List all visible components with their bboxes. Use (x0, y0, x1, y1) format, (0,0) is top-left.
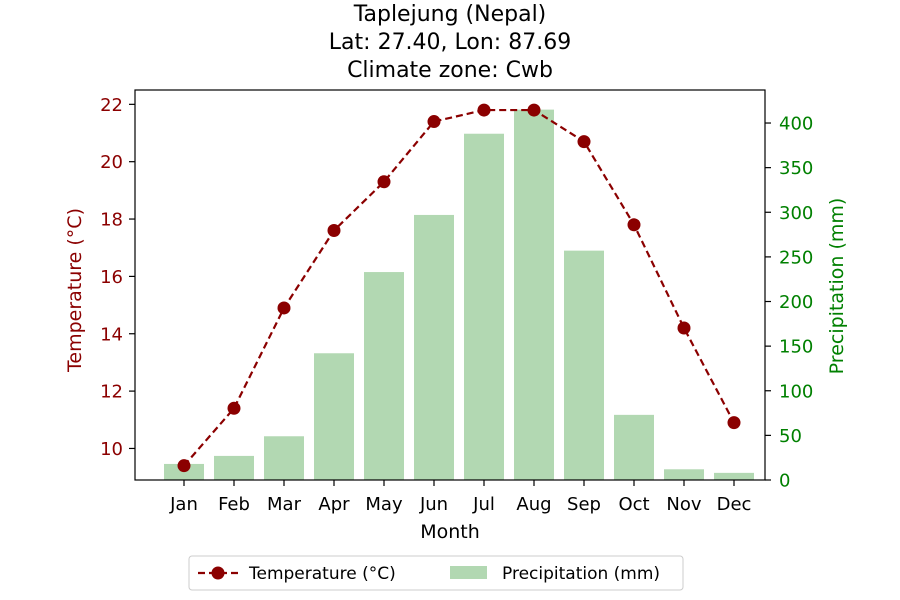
x-tick-label-nov: Nov (666, 494, 701, 515)
y-right-tick-label: 50 (779, 426, 802, 447)
chart-title-line-2: Lat: 27.40, Lon: 87.69 (329, 30, 571, 55)
temperature-point-sep (577, 135, 591, 149)
temperature-point-dec (727, 416, 741, 430)
plot-frame (134, 89, 766, 481)
x-tick-label-dec: Dec (717, 494, 752, 515)
chart-title-line-1: Taplejung (Nepal) (353, 2, 547, 27)
precipitation-bar-dec (714, 472, 754, 480)
y-axis-left-label: Temperature (°C) (64, 208, 86, 373)
y-left-tick-label: 20 (100, 152, 123, 173)
chart-title-line-3: Climate zone: Cwb (347, 58, 553, 83)
temperature-point-may (377, 175, 391, 189)
temperature-point-nov (677, 321, 691, 335)
precipitation-bar-nov (664, 469, 704, 480)
y-right-tick-label: 350 (779, 158, 813, 179)
legend-precipitation-swatch (450, 566, 487, 579)
temperature-line-layer (177, 103, 741, 473)
precipitation-bar-apr (314, 353, 354, 480)
y-axis-right-label: Precipitation (mm) (826, 198, 848, 375)
y-left-tick-label: 12 (100, 382, 123, 403)
legend-temperature-label: Temperature (°C) (248, 564, 396, 584)
x-tick-label-may: May (365, 494, 403, 515)
y-left-tick-label: 14 (100, 324, 123, 345)
y-left-tick-label: 10 (100, 439, 123, 460)
y-right-tick-label: 300 (779, 203, 813, 224)
y-right-tick-label: 250 (779, 247, 813, 268)
x-tick-label-sep: Sep (567, 494, 601, 515)
precipitation-bar-jun (414, 214, 454, 480)
temperature-point-feb (227, 401, 241, 415)
precipitation-bar-aug (514, 109, 554, 480)
y-left-tick-label: 18 (100, 210, 123, 231)
legend: Temperature (°C) Precipitation (mm) (188, 555, 684, 591)
temperature-point-jun (427, 115, 441, 129)
temperature-point-jul (477, 103, 491, 117)
y-right-tick-label: 150 (779, 337, 813, 358)
precipitation-bars (164, 109, 754, 481)
precipitation-bar-oct (614, 414, 654, 480)
y-right-tick-label: 0 (779, 471, 790, 492)
x-tick-label-feb: Feb (218, 494, 250, 515)
y-right-tick-label: 100 (779, 381, 813, 402)
axes: 10 12 14 16 18 20 22 0 50 100 150 200 250 300 350 400 Ja… (100, 89, 813, 515)
temperature-point-oct (627, 218, 641, 232)
y-left-tick-label: 16 (100, 267, 123, 288)
precipitation-bar-jul (464, 133, 504, 481)
x-tick-label-jul: Jul (472, 494, 495, 515)
chart-title: Taplejung (Nepal) Lat: 27.40, Lon: 87.69… (329, 2, 571, 83)
y-right-tick-label: 200 (779, 292, 813, 313)
y-right-tick-label: 400 (779, 114, 813, 135)
legend-precipitation-label: Precipitation (mm) (502, 564, 660, 584)
x-tick-label-aug: Aug (516, 494, 551, 515)
temperature-point-aug (527, 103, 541, 117)
temperature-point-apr (327, 224, 341, 238)
temperature-line (183, 108, 735, 467)
x-tick-label-apr: Apr (318, 494, 350, 515)
temperature-point-jan (177, 459, 191, 473)
precipitation-bar-mar (264, 436, 304, 480)
x-tick-label-jun: Jun (419, 494, 448, 515)
x-tick-label-mar: Mar (267, 494, 302, 515)
x-tick-label-jan: Jan (169, 494, 198, 515)
y-left-tick-label: 22 (100, 95, 123, 116)
precipitation-bar-may (364, 272, 404, 480)
precipitation-bar-feb (214, 455, 254, 480)
x-tick-label-oct: Oct (618, 494, 649, 515)
precipitation-bar-sep (564, 250, 604, 480)
legend-frame (188, 555, 684, 591)
x-axis-label: Month (420, 521, 480, 543)
legend-temperature-marker (211, 566, 225, 580)
temperature-point-mar (277, 301, 291, 315)
